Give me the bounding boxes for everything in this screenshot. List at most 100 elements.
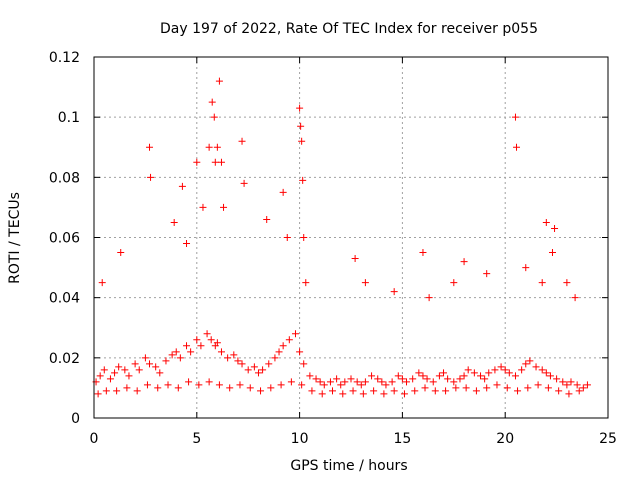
data-point <box>361 279 369 287</box>
data-point <box>230 351 238 359</box>
chart-title: Day 197 of 2022, Rate Of TEC Index for r… <box>160 21 538 37</box>
data-point <box>205 143 213 151</box>
data-point <box>534 381 542 389</box>
data-point <box>579 384 587 392</box>
data-point <box>296 348 304 356</box>
data-point <box>111 369 119 377</box>
y-tick-label: 0.02 <box>49 351 80 367</box>
data-point <box>291 330 299 338</box>
data-point <box>518 366 526 374</box>
y-tick-label: 0 <box>71 411 80 427</box>
data-point <box>246 384 254 392</box>
x-tick-label: 20 <box>496 431 514 447</box>
data-point <box>571 294 579 302</box>
data-point <box>409 375 417 383</box>
data-point <box>524 384 532 392</box>
data-point <box>440 369 448 377</box>
data-point <box>146 360 154 368</box>
data-point <box>559 378 567 386</box>
data-point <box>542 369 550 377</box>
y-tick-label: 0.04 <box>49 291 80 307</box>
data-point <box>215 77 223 85</box>
data-points <box>92 77 591 398</box>
data-point <box>287 378 295 386</box>
data-point <box>117 249 125 257</box>
data-point <box>176 354 184 362</box>
data-point <box>444 375 452 383</box>
data-point <box>400 390 408 398</box>
data-point <box>297 122 305 130</box>
data-point <box>152 363 160 371</box>
data-point <box>320 381 328 389</box>
x-tick-label: 10 <box>291 431 309 447</box>
data-point <box>460 372 468 380</box>
data-point <box>318 390 326 398</box>
data-point <box>503 384 511 392</box>
data-point <box>551 224 559 232</box>
data-point <box>146 143 154 151</box>
data-point <box>298 381 306 389</box>
x-tick-label: 0 <box>90 431 99 447</box>
data-point <box>522 360 530 368</box>
data-point <box>195 381 203 389</box>
data-point <box>178 182 186 190</box>
data-point <box>302 279 310 287</box>
data-point <box>522 264 530 272</box>
data-point <box>133 387 141 395</box>
data-point <box>538 279 546 287</box>
data-point <box>170 218 178 226</box>
y-tick-label: 0.12 <box>49 50 80 66</box>
data-point <box>505 369 513 377</box>
data-point <box>464 366 472 374</box>
data-point <box>470 369 478 377</box>
data-point <box>226 384 234 392</box>
data-point <box>236 381 244 389</box>
data-point <box>326 378 334 386</box>
data-point <box>106 375 114 383</box>
data-point <box>450 279 458 287</box>
data-point <box>168 351 176 359</box>
data-point <box>125 372 133 380</box>
data-point <box>259 366 267 374</box>
data-point <box>472 387 480 395</box>
data-point <box>567 378 575 386</box>
data-point <box>265 360 273 368</box>
data-point <box>485 369 493 377</box>
data-point <box>207 336 215 344</box>
data-point <box>185 378 193 386</box>
data-point <box>296 104 304 112</box>
data-point <box>553 375 561 383</box>
data-point <box>215 381 223 389</box>
data-point <box>368 372 376 380</box>
data-point <box>205 378 213 386</box>
data-point <box>208 98 216 106</box>
data-point <box>337 381 345 389</box>
data-point <box>419 372 427 380</box>
data-point <box>565 390 573 398</box>
x-tick-label: 5 <box>192 431 201 447</box>
data-point <box>183 240 191 248</box>
data-point <box>415 369 423 377</box>
data-point <box>183 342 191 350</box>
data-point <box>403 378 411 386</box>
data-point <box>267 384 275 392</box>
data-point <box>390 288 398 296</box>
data-point <box>217 348 225 356</box>
data-point <box>563 279 571 287</box>
data-point <box>306 372 314 380</box>
data-point <box>279 188 287 196</box>
data-point <box>300 234 308 241</box>
data-point <box>483 270 491 278</box>
data-point <box>477 372 485 380</box>
data-point <box>460 258 468 266</box>
data-point <box>210 113 218 121</box>
data-point <box>147 173 155 181</box>
data-point <box>442 387 450 395</box>
data-point <box>298 137 306 145</box>
data-point <box>299 176 307 184</box>
data-point <box>347 375 355 383</box>
data-point <box>359 390 367 398</box>
y-tick-label: 0.06 <box>49 231 80 247</box>
data-point <box>462 384 470 392</box>
